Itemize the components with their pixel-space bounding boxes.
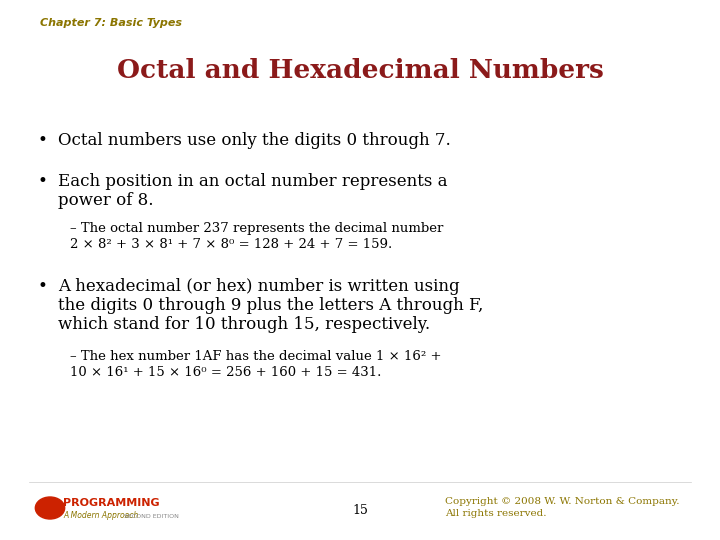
Text: power of 8.: power of 8. bbox=[58, 192, 153, 209]
Text: – The hex number 1AF has the decimal value 1 × 16² +: – The hex number 1AF has the decimal val… bbox=[70, 350, 441, 363]
Text: 15: 15 bbox=[352, 504, 368, 517]
Text: C: C bbox=[46, 503, 54, 513]
Text: Copyright © 2008 W. W. Norton & Company.
All rights reserved.: Copyright © 2008 W. W. Norton & Company.… bbox=[445, 497, 680, 518]
Text: •: • bbox=[38, 173, 48, 190]
Text: which stand for 10 through 15, respectively.: which stand for 10 through 15, respectiv… bbox=[58, 316, 430, 333]
Text: – The octal number 237 represents the decimal number: – The octal number 237 represents the de… bbox=[70, 222, 444, 235]
Text: Chapter 7: Basic Types: Chapter 7: Basic Types bbox=[40, 18, 182, 28]
Text: •: • bbox=[38, 278, 48, 295]
Text: 2 × 8² + 3 × 8¹ + 7 × 8⁰ = 128 + 24 + 7 = 159.: 2 × 8² + 3 × 8¹ + 7 × 8⁰ = 128 + 24 + 7 … bbox=[70, 238, 392, 251]
Text: A hexadecimal (or hex) number is written using: A hexadecimal (or hex) number is written… bbox=[58, 278, 459, 295]
Text: •: • bbox=[38, 132, 48, 149]
Text: SECOND EDITION: SECOND EDITION bbox=[120, 514, 179, 518]
Text: 10 × 16¹ + 15 × 16⁰ = 256 + 160 + 15 = 431.: 10 × 16¹ + 15 × 16⁰ = 256 + 160 + 15 = 4… bbox=[70, 366, 382, 379]
Text: Octal numbers use only the digits 0 through 7.: Octal numbers use only the digits 0 thro… bbox=[58, 132, 451, 149]
Text: A Modern Approach: A Modern Approach bbox=[63, 511, 138, 521]
Text: the digits 0 through 9 plus the letters A through F,: the digits 0 through 9 plus the letters … bbox=[58, 297, 483, 314]
Text: Each position in an octal number represents a: Each position in an octal number represe… bbox=[58, 173, 448, 190]
Text: Octal and Hexadecimal Numbers: Octal and Hexadecimal Numbers bbox=[117, 58, 603, 83]
Text: PROGRAMMING: PROGRAMMING bbox=[63, 498, 160, 508]
